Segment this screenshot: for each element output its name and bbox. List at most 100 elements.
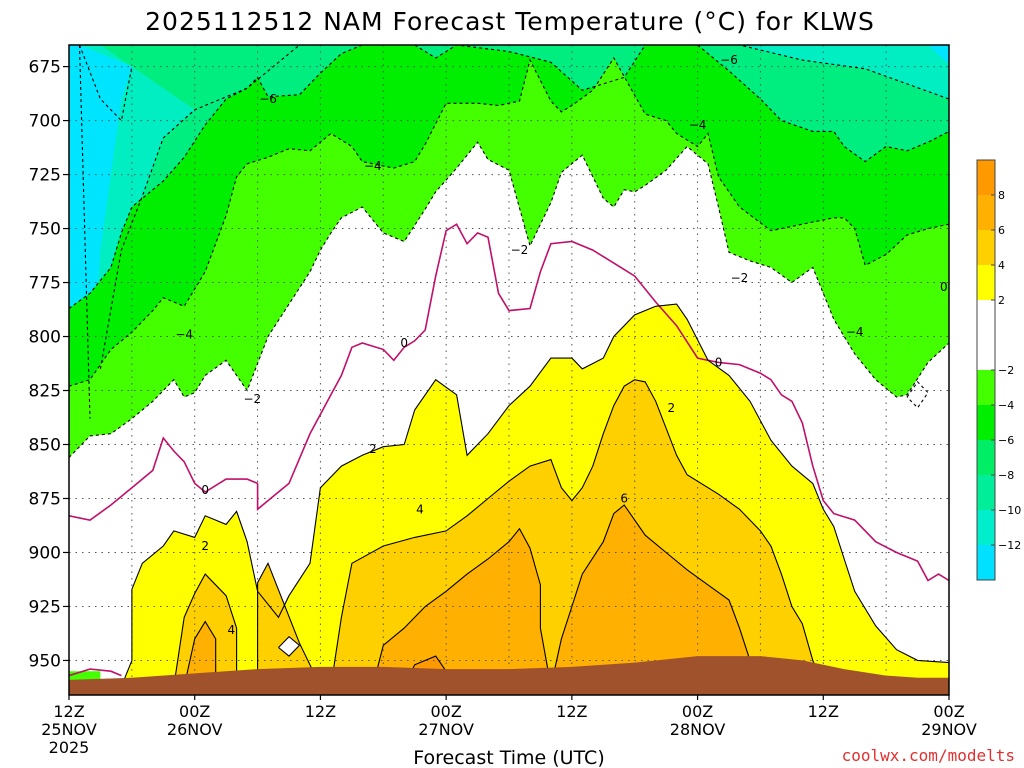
colorbar-segment-9 [977, 510, 995, 545]
colorbar-label-3: 2 [998, 294, 1005, 307]
x-tick-label-1-0: 00Z [179, 702, 210, 721]
y-tick-label-10: 925 [29, 597, 61, 617]
contour-label-3: −4 [364, 159, 382, 173]
contour-labels: −6 −6 −4 −4 −2 −2 −4 −4 0 0 −2 2 2 0 4 6 2 4 0 [175, 53, 947, 637]
contour-label-11: 2 [668, 401, 676, 415]
contour-line-13 [173, 573, 238, 687]
contour-label-13: 0 [201, 483, 209, 497]
colorbar-label-2: 4 [998, 259, 1005, 272]
fill-band-10 [184, 621, 216, 687]
contour-line-18 [550, 504, 761, 687]
contour-line-14 [257, 561, 321, 689]
ground-layer [69, 656, 949, 695]
contour-label-10: −2 [243, 392, 261, 406]
x-tick-label-5-0: 00Z [682, 702, 713, 721]
contour-line-0 [78, 45, 133, 122]
contour-label-2: −4 [689, 118, 707, 132]
colorbar-label-9: −12 [998, 539, 1021, 552]
contour-line-1 [78, 45, 91, 419]
colorbar-segment-1 [977, 195, 995, 230]
plot-area: −6 −6 −4 −4 −2 −2 −4 −4 0 0 −2 2 2 0 4 6 2 4 0 [68, 44, 950, 696]
colorbar-label-8: −10 [998, 504, 1021, 517]
contour-label-14: 4 [416, 502, 424, 516]
contour-line-2 [99, 45, 300, 369]
colorbar-segment-10 [977, 545, 995, 580]
credit-text: coolwx.com/modelts [842, 746, 1015, 765]
colorbar-label-6: −6 [998, 434, 1014, 447]
colorbar-label-1: 6 [998, 224, 1005, 237]
contour-line-6 [697, 45, 949, 163]
colorbar-segment-8 [977, 475, 995, 510]
plot-border [68, 44, 950, 696]
contour-label-17: 4 [228, 623, 236, 637]
colorbar-segment-6 [977, 405, 995, 440]
contour-line-3 [383, 45, 949, 100]
y-tick-label-7: 850 [29, 436, 61, 456]
colorbar-segment-4 [977, 300, 995, 370]
contour-line-12 [120, 303, 949, 687]
y-tick-label-6: 825 [29, 382, 61, 402]
x-tick-label-0-0: 12Z [53, 702, 84, 721]
contour-label-1: −6 [259, 92, 277, 106]
contour-line-21 [278, 635, 301, 657]
contour-line-9 [906, 381, 929, 409]
contour-line-7 [69, 56, 949, 387]
colorbar-legend: 8 6 4 2 −2 −4 −6 −8 −10 −12 [976, 159, 1021, 581]
contour-label-15: 6 [620, 491, 628, 505]
contour-line-10 [69, 223, 949, 582]
x-tick-label-7-1: 29NOV [921, 720, 977, 739]
contour-label-6: −4 [175, 327, 193, 341]
y-tick-label-5: 800 [29, 328, 61, 348]
ground-surface [69, 656, 949, 695]
y-tick-label-3: 750 [29, 220, 61, 240]
y-tick-label-8: 875 [29, 489, 61, 509]
white-patch-0 [907, 381, 928, 408]
contour-line-8 [69, 141, 949, 458]
x-tick-label-3-1: 27NOV [418, 720, 474, 739]
colorbar-label-7: −8 [998, 469, 1014, 482]
x-tick-label-5-1: 28NOV [670, 720, 726, 739]
x-tick-label-4-0: 12Z [556, 702, 587, 721]
y-tick-label-4: 775 [29, 274, 61, 294]
grid-lines [69, 45, 949, 695]
contour-line-17 [372, 527, 552, 687]
x-tick-label-1-1: 26NOV [167, 720, 223, 739]
x-tick-label-3-0: 00Z [430, 702, 461, 721]
x-tick-label-7-0: 00Z [933, 702, 964, 721]
y-tick-label-2: 725 [29, 166, 61, 186]
contour-line-16 [183, 620, 217, 687]
colorbar-segment-5 [977, 370, 995, 405]
colorbar-segment-0 [977, 160, 995, 195]
colorbar-segment-3 [977, 265, 995, 300]
fill-band-8 [257, 563, 321, 689]
x-tick-label-0-1: 25NOV [41, 720, 97, 739]
x-tick-label-0-2: 2025 [49, 738, 90, 757]
contour-line-15 [330, 379, 824, 687]
contour-label-0: −6 [720, 53, 738, 67]
y-tick-label-11: 950 [29, 651, 61, 671]
colorbar-segment-7 [977, 440, 995, 475]
x-axis-label: Forecast Time (UTC) [413, 747, 604, 768]
y-tick-label-9: 900 [29, 543, 61, 563]
chart-title: 2025112512 NAM Forecast Temperature (°C)… [145, 7, 875, 36]
contour-label-9: 0 [715, 355, 723, 369]
contour-label-7: −4 [846, 325, 864, 339]
x-tick-label-2-0: 12Z [305, 702, 336, 721]
contour-label-12: 2 [369, 442, 377, 456]
isotherm-contours [69, 45, 949, 689]
contour-line-5 [414, 45, 646, 91]
contour-label-16: 2 [201, 539, 209, 553]
x-tick-label-6-0: 12Z [808, 702, 839, 721]
y-tick-label-0: 675 [29, 58, 61, 78]
fill-band-12 [550, 505, 761, 687]
y-axis: 675 700 725 750 775 800 825 850 875 900 925 950 [29, 58, 69, 671]
colorbar-label-5: −4 [998, 399, 1014, 412]
y-tick-label-1: 700 [29, 112, 61, 132]
colorbar-label-0: 8 [998, 189, 1005, 202]
contour-label-4: −2 [511, 243, 529, 257]
contour-line-4 [69, 45, 363, 309]
colorbar-label-4: −2 [998, 364, 1014, 377]
contour-label-8: 0 [400, 336, 408, 350]
